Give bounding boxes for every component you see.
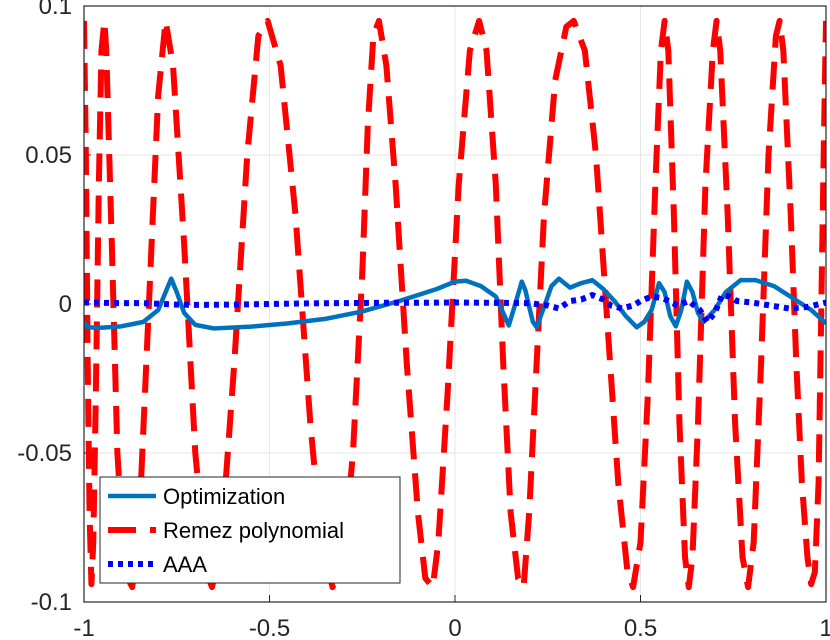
series-line-aaa xyxy=(84,292,826,325)
y-tick-label: 0.1 xyxy=(39,0,72,20)
axes-box xyxy=(83,5,827,603)
series-line-optimization xyxy=(84,276,826,331)
x-tick-label: -0.5 xyxy=(249,615,290,640)
y-tick-label: -0.1 xyxy=(31,589,72,616)
legend-label-aaa: AAA xyxy=(163,552,207,577)
tick-labels: -1 -0.5 0 0.5 1 -0.1 -0.05 0 0.05 0.1 xyxy=(17,0,830,640)
plot-area xyxy=(84,17,826,591)
y-tick-label: 0 xyxy=(59,291,72,318)
y-tick-label: -0.05 xyxy=(17,440,72,467)
x-tick-label: -1 xyxy=(73,615,94,640)
series-line-remez-polynomial xyxy=(84,17,826,591)
y-tick-label: 0.05 xyxy=(25,142,72,169)
legend: Optimization Remez polynomial AAA xyxy=(99,476,401,584)
legend-label-remez-polynomial: Remez polynomial xyxy=(163,518,344,543)
x-tick-label: 1 xyxy=(819,615,830,640)
legend-label-optimization: Optimization xyxy=(163,484,285,509)
axes-frame xyxy=(83,5,827,603)
x-tick-label: 0 xyxy=(448,615,461,640)
x-tick-label: 0.5 xyxy=(624,615,657,640)
